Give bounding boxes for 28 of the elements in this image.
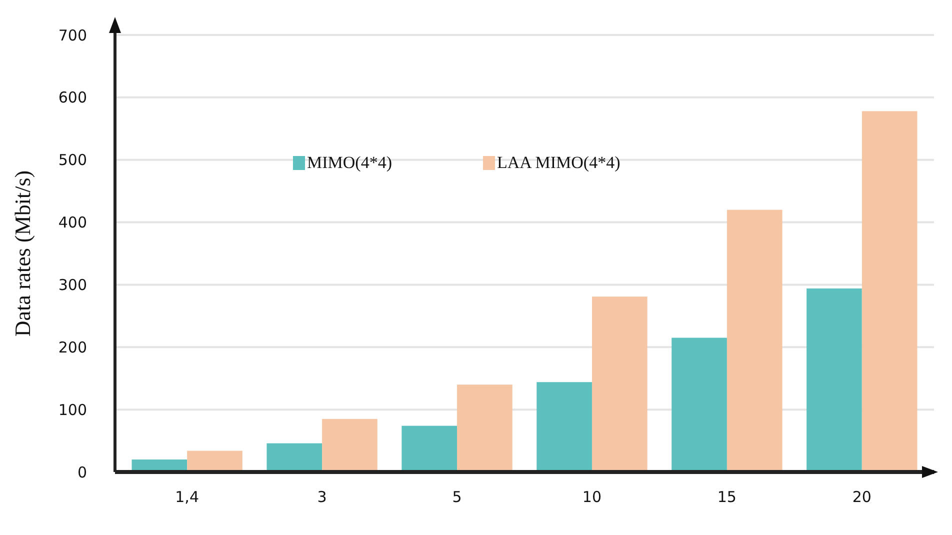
x-tick-label: 1,4 xyxy=(175,488,200,506)
bar xyxy=(726,210,782,472)
bar xyxy=(862,111,918,472)
bar xyxy=(457,384,512,472)
y-tick-label: 700 xyxy=(58,26,87,44)
y-tick-label: 100 xyxy=(58,400,87,419)
bar xyxy=(592,296,648,472)
legend-label: LAA MIMO(4*4) xyxy=(497,153,620,172)
x-tick-label: 15 xyxy=(717,488,736,506)
x-tick-label: 10 xyxy=(582,488,602,506)
bar xyxy=(187,450,242,472)
y-tick-label: 300 xyxy=(58,276,87,294)
y-tick-label: 600 xyxy=(58,88,87,107)
legend-label: MIMO(4*4) xyxy=(307,153,392,172)
y-tick-label: 500 xyxy=(58,151,87,170)
bar xyxy=(322,418,378,472)
x-tick-label: 3 xyxy=(317,488,327,506)
bar xyxy=(266,443,322,472)
bar xyxy=(806,288,862,472)
bar xyxy=(402,426,458,472)
x-tick-label: 5 xyxy=(452,488,462,506)
y-axis-title: Data rates (Mbit/s) xyxy=(10,170,35,337)
y-tick-label: 0 xyxy=(77,463,87,482)
y-tick-label: 400 xyxy=(58,214,87,232)
x-tick-label: 20 xyxy=(852,488,872,506)
y-tick-label: 200 xyxy=(58,338,87,356)
bar xyxy=(536,382,592,472)
bar xyxy=(672,338,727,472)
